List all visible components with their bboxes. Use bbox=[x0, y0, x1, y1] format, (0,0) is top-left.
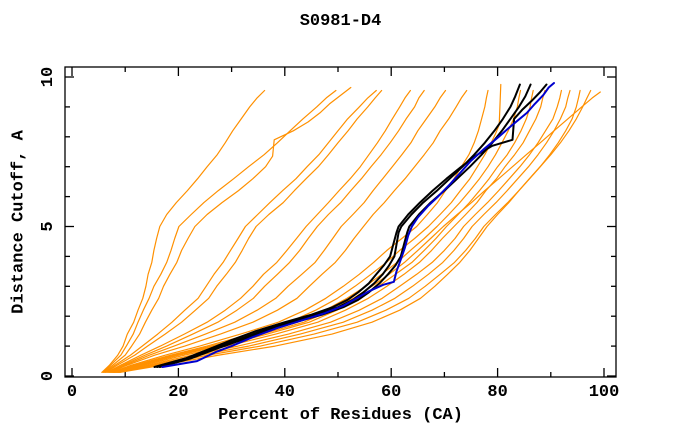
curve-orange-9 bbox=[109, 89, 468, 373]
curve-orange-6 bbox=[106, 89, 411, 373]
curve-orange-3 bbox=[103, 86, 352, 373]
curve-orange-18 bbox=[119, 89, 592, 373]
curve-black-1 bbox=[156, 83, 521, 368]
curve-orange-7 bbox=[107, 89, 425, 373]
curve-orange-17 bbox=[118, 89, 581, 373]
curve-orange-1 bbox=[101, 89, 266, 373]
curve-orange-5 bbox=[105, 89, 383, 373]
plot-frame bbox=[64, 66, 617, 378]
x-tick-label: 80 bbox=[487, 383, 507, 402]
x-tick-label: 100 bbox=[589, 383, 620, 402]
curve-orange-15 bbox=[116, 89, 563, 373]
y-tick-label: 5 bbox=[39, 221, 58, 231]
curve-orange-8 bbox=[108, 89, 447, 373]
x-tick-label: 20 bbox=[168, 383, 188, 402]
plot-title: S0981-D4 bbox=[299, 12, 382, 31]
curve-blue-1 bbox=[161, 82, 555, 368]
x-tick-label: 40 bbox=[275, 383, 295, 402]
y-tick-label: 0 bbox=[39, 371, 58, 381]
x-tick-label: 60 bbox=[381, 383, 401, 402]
x-axis-label: Percent of Residues (CA) bbox=[218, 406, 463, 425]
curve-orange-4 bbox=[104, 89, 377, 373]
y-tick-label: 10 bbox=[39, 67, 58, 87]
curve-black-2 bbox=[158, 83, 532, 368]
curve-orange-13 bbox=[113, 89, 534, 373]
curve-orange-16 bbox=[117, 89, 571, 373]
curve-black-3 bbox=[153, 83, 548, 368]
curve-orange-14 bbox=[114, 89, 546, 373]
x-tick-label: 0 bbox=[67, 383, 77, 402]
